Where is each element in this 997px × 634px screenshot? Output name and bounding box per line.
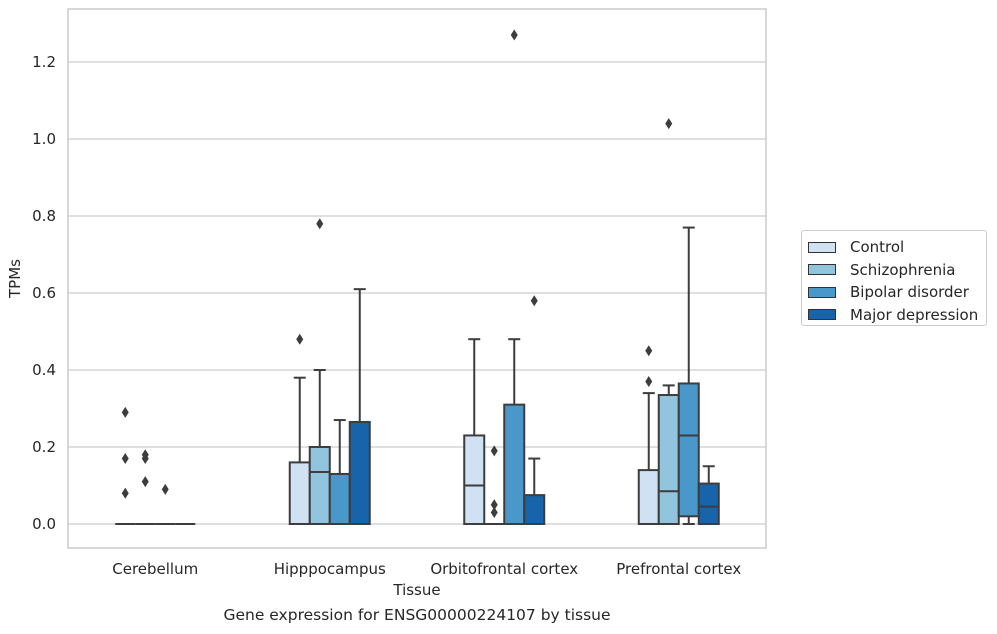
- box-body: [328, 472, 351, 526]
- box-bipolar-disorder-orbitofrontal-cortex: [503, 29, 526, 525]
- box-control-cerebellum: [115, 406, 136, 525]
- outlier-point: [121, 487, 129, 499]
- legend-label-major-depression: Major depression: [850, 305, 979, 324]
- series-bipolar-disorder: [155, 29, 700, 526]
- x-tick-label: Cerebellum: [112, 560, 198, 578]
- outlier-point: [121, 406, 129, 418]
- box-body: [677, 382, 700, 518]
- y-axis-ticks: 0.0 0.2 0.4 0.6 0.8 1.0 1.2: [32, 53, 56, 533]
- legend-item-control: Control: [802, 236, 986, 259]
- y-tick-label: 0.0: [32, 515, 56, 533]
- box-body: [463, 434, 486, 526]
- outlier-point: [645, 376, 653, 388]
- box-body: [503, 403, 526, 525]
- legend-item-bipolar-disorder: Bipolar disorder: [802, 281, 986, 304]
- outlier-point: [121, 453, 129, 465]
- x-axis-label: Tissue: [392, 581, 440, 599]
- box-body: [637, 469, 660, 526]
- box-body: [523, 494, 546, 525]
- legend-item-schizophrenia: Schizophrenia: [802, 259, 986, 282]
- figure-caption: Gene expression for ENSG00000224107 by t…: [223, 606, 611, 624]
- box-body: [348, 420, 371, 526]
- box-control-orbitofrontal-cortex: [463, 338, 486, 526]
- x-axis-ticks: Cerebellum Hipppocampus Orbitofrontal cort…: [112, 560, 741, 578]
- series-control: [115, 333, 660, 526]
- box-body: [697, 482, 720, 526]
- box-major-depression-hipppocampus: [348, 288, 371, 526]
- y-tick-label: 1.2: [32, 53, 56, 71]
- box-schizophrenia-hipppocampus: [308, 218, 331, 525]
- outlier-point: [141, 453, 149, 465]
- legend-label-schizophrenia: Schizophrenia: [850, 260, 956, 279]
- series-major-depression: [175, 288, 720, 526]
- outlier-point: [490, 445, 498, 457]
- box-body: [657, 394, 680, 525]
- outlier-point: [530, 295, 538, 307]
- x-tick-label: Hipppocampus: [274, 560, 386, 578]
- legend-swatch-schizophrenia: [808, 264, 836, 276]
- outlier-point: [665, 118, 673, 130]
- gridlines: [68, 61, 766, 525]
- box-major-depression-prefrontal-cortex: [697, 465, 720, 526]
- plot-frame: [67, 8, 767, 549]
- y-axis-label: TPMs: [6, 259, 24, 299]
- y-tick-label: 0.4: [32, 361, 56, 379]
- x-tick-label: Prefrontal cortex: [616, 560, 741, 578]
- box-bipolar-disorder-cerebellum: [155, 483, 176, 525]
- x-tick-label: Orbitofrontal cortex: [430, 560, 578, 578]
- box-schizophrenia-prefrontal-cortex: [657, 118, 680, 525]
- outlier-point: [510, 29, 518, 41]
- outlier-point: [316, 218, 324, 230]
- y-tick-label: 0.2: [32, 438, 56, 456]
- box-groups: [115, 29, 720, 526]
- outlier-point: [296, 333, 304, 345]
- y-tick-label: 0.8: [32, 207, 56, 225]
- outlier-point: [141, 476, 149, 488]
- outlier-point: [490, 506, 498, 518]
- box-schizophrenia-cerebellum: [135, 449, 156, 525]
- legend: Control Schizophrenia Bipolar disorder M…: [801, 230, 987, 326]
- outlier-point: [161, 483, 169, 495]
- y-tick-label: 0.6: [32, 284, 56, 302]
- box-body: [288, 461, 311, 525]
- box-control-prefrontal-cortex: [637, 345, 660, 526]
- series-schizophrenia: [135, 118, 680, 525]
- legend-label-bipolar-disorder: Bipolar disorder: [850, 283, 969, 302]
- y-tick-label: 1.0: [32, 130, 56, 148]
- box-body: [308, 446, 331, 525]
- box-schizophrenia-orbitofrontal-cortex: [484, 445, 505, 525]
- box-major-depression-orbitofrontal-cortex: [523, 295, 546, 525]
- box-control-hipppocampus: [288, 333, 311, 525]
- legend-swatch-control: [808, 241, 836, 253]
- legend-swatch-bipolar-disorder: [808, 286, 836, 298]
- box-bipolar-disorder-hipppocampus: [328, 419, 351, 526]
- legend-swatch-major-depression: [808, 309, 836, 321]
- legend-label-control: Control: [850, 238, 905, 257]
- outlier-point: [645, 345, 653, 357]
- legend-item-major-depression: Major depression: [802, 304, 986, 327]
- outlier-point: [490, 499, 498, 511]
- box-bipolar-disorder-prefrontal-cortex: [677, 226, 700, 525]
